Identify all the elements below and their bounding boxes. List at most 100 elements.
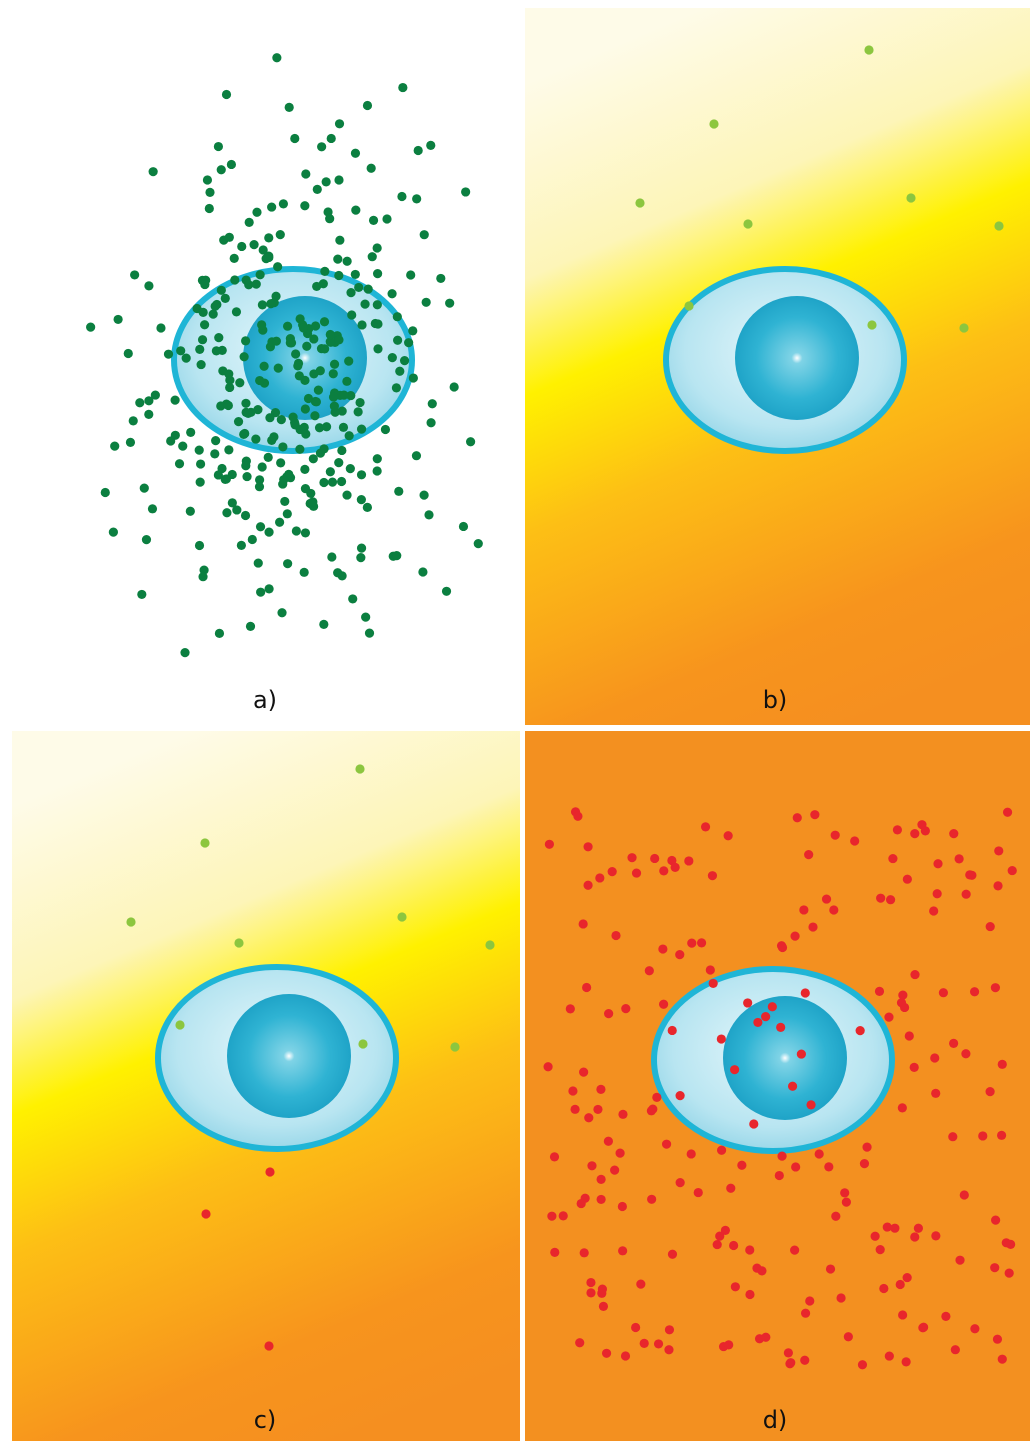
green-dot: [273, 262, 283, 272]
nucleus: [723, 996, 847, 1120]
green-dot: [202, 175, 213, 185]
green-dot: [372, 269, 383, 279]
green-dot: [224, 232, 234, 242]
green-dot: [137, 589, 147, 600]
green-dot: [290, 420, 300, 430]
green-dot: [267, 202, 277, 212]
red-dot: [675, 950, 685, 960]
green-dot: [350, 269, 360, 280]
green-dot: [241, 398, 251, 408]
green-dot: [272, 53, 282, 63]
green-dot: [315, 366, 325, 376]
red-dot: [810, 810, 820, 820]
red-dot: [646, 1106, 656, 1116]
red-dot: [610, 1165, 620, 1175]
green-dot: [259, 361, 269, 371]
green-dot: [310, 411, 320, 421]
panel-label: a): [253, 686, 277, 714]
green-dot: [334, 270, 344, 281]
green-dot: [249, 240, 259, 250]
green-dot: [356, 553, 366, 563]
green-dot: [196, 459, 206, 469]
green-dot: [395, 366, 405, 376]
green-dot: [864, 45, 874, 55]
red-dot: [716, 1145, 727, 1155]
green-dot: [334, 119, 345, 129]
red-dot: [970, 1324, 980, 1334]
green-dot: [176, 346, 186, 356]
red-dot: [814, 1149, 824, 1159]
green-dot: [709, 119, 719, 129]
red-dot: [799, 905, 809, 915]
green-dot: [372, 466, 382, 476]
red-dot: [990, 983, 1001, 993]
green-dot: [361, 612, 371, 622]
green-dot: [214, 333, 224, 343]
green-dot: [335, 235, 345, 245]
green-dot: [108, 527, 118, 537]
red-dot: [950, 1345, 960, 1355]
red-dot: [653, 1339, 664, 1349]
green-dot: [906, 193, 916, 203]
red-dot: [841, 1197, 851, 1207]
red-dot: [969, 987, 980, 997]
red-dot: [777, 942, 788, 953]
green-dot: [485, 940, 495, 950]
red-dot: [675, 1091, 685, 1101]
red-dot: [931, 1231, 941, 1241]
red-dot: [705, 965, 715, 975]
green-dot: [358, 1039, 368, 1049]
green-dot: [299, 567, 309, 577]
green-dot: [311, 397, 321, 407]
red-dot: [611, 930, 621, 941]
green-dot: [291, 349, 301, 359]
green-dot: [242, 471, 252, 482]
green-dot: [156, 323, 166, 333]
green-dot: [373, 344, 383, 354]
green-dot: [195, 344, 205, 354]
red-dot: [687, 938, 697, 948]
green-dot: [372, 454, 382, 464]
red-dot: [941, 1311, 951, 1321]
red-dot: [627, 853, 637, 863]
green-dot: [353, 407, 363, 417]
green-dot: [351, 205, 361, 215]
red-dot: [790, 1245, 800, 1255]
green-dot: [427, 399, 437, 409]
green-dot: [235, 378, 245, 388]
red-dot: [264, 1341, 274, 1351]
green-dot: [174, 459, 185, 469]
green-dot: [356, 470, 367, 480]
green-dot: [355, 397, 365, 408]
green-dot: [300, 201, 310, 211]
green-dot: [391, 383, 402, 393]
green-dot: [284, 102, 294, 112]
red-dot: [843, 1332, 853, 1342]
red-dot: [1006, 1239, 1016, 1250]
green-dot: [200, 838, 210, 848]
green-dot: [406, 270, 416, 280]
red-dot: [753, 1017, 763, 1028]
green-dot: [186, 427, 196, 437]
red-dot: [579, 1248, 589, 1258]
red-dot: [929, 906, 939, 916]
red-dot: [547, 1211, 557, 1221]
green-dot: [283, 559, 293, 569]
green-dot: [334, 458, 344, 468]
red-dot: [636, 1279, 646, 1289]
red-dot: [836, 1293, 846, 1303]
red-dot: [913, 1223, 924, 1233]
red-dot: [882, 1222, 892, 1232]
green-dot: [300, 464, 310, 475]
green-dot: [426, 418, 436, 428]
red-dot: [749, 1119, 759, 1129]
green-dot: [325, 467, 335, 477]
green-dot: [327, 477, 338, 487]
green-dot: [392, 312, 402, 322]
green-dot: [294, 371, 304, 381]
green-dot: [959, 323, 969, 333]
green-dot: [234, 938, 244, 948]
red-dot: [857, 1360, 868, 1370]
green-dot: [240, 428, 250, 439]
red-dot: [667, 1249, 678, 1259]
